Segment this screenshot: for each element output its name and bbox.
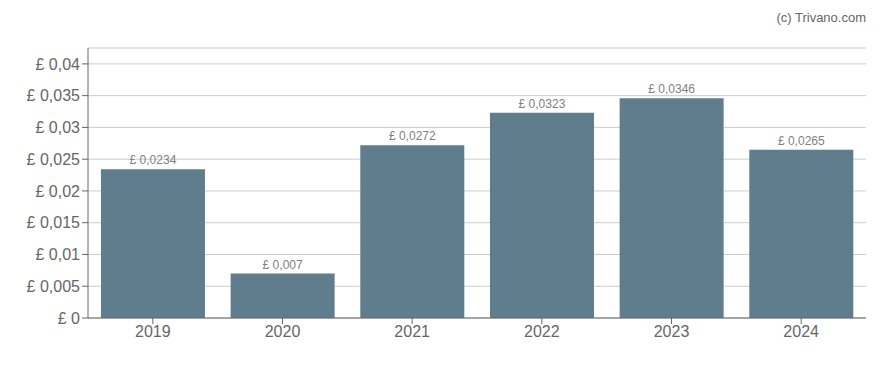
svg-text:£ 0,035: £ 0,035 <box>27 87 80 104</box>
svg-text:£ 0,007: £ 0,007 <box>263 258 303 272</box>
svg-text:£ 0,0272: £ 0,0272 <box>389 129 436 143</box>
svg-text:£ 0,01: £ 0,01 <box>36 246 81 263</box>
svg-text:£ 0: £ 0 <box>58 310 80 327</box>
svg-text:£ 0,015: £ 0,015 <box>27 214 80 231</box>
svg-text:£ 0,0323: £ 0,0323 <box>519 97 566 111</box>
svg-text:2021: 2021 <box>394 323 430 340</box>
svg-text:£ 0,025: £ 0,025 <box>27 151 80 168</box>
svg-text:2023: 2023 <box>654 323 690 340</box>
svg-text:£ 0,04: £ 0,04 <box>36 56 81 73</box>
svg-text:2022: 2022 <box>524 323 560 340</box>
svg-text:2019: 2019 <box>135 323 171 340</box>
svg-text:£ 0,0234: £ 0,0234 <box>130 153 177 167</box>
html-text:(c) Trivano.com: (c) Trivano.com <box>776 10 866 25</box>
svg-text:£ 0,02: £ 0,02 <box>36 183 81 200</box>
svg-text:£ 0,0346: £ 0,0346 <box>648 82 695 96</box>
svg-text:2020: 2020 <box>265 323 301 340</box>
svg-text:2024: 2024 <box>783 323 819 340</box>
svg-text:£ 0,0265: £ 0,0265 <box>778 134 825 148</box>
svg-text:£ 0,03: £ 0,03 <box>36 119 81 136</box>
svg-text:£ 0,005: £ 0,005 <box>27 278 80 295</box>
